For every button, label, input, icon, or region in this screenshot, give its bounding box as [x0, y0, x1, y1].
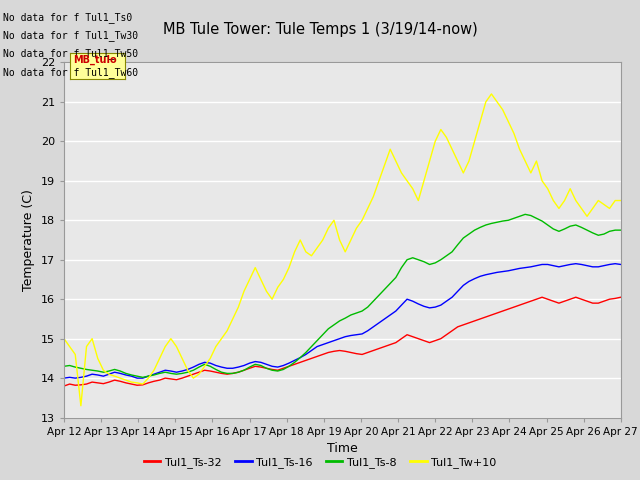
- Text: No data for f Tul1_Tw60: No data for f Tul1_Tw60: [3, 67, 138, 78]
- Text: MB_tulo: MB_tulo: [74, 55, 117, 65]
- Text: No data for f Tul1_Ts0: No data for f Tul1_Ts0: [3, 12, 132, 23]
- Y-axis label: Temperature (C): Temperature (C): [22, 189, 35, 291]
- Text: MB Tule Tower: Tule Temps 1 (3/19/14-now): MB Tule Tower: Tule Temps 1 (3/19/14-now…: [163, 22, 477, 36]
- Text: No data for f Tul1_Tw50: No data for f Tul1_Tw50: [3, 48, 138, 60]
- Text: No data for f Tul1_Tw30: No data for f Tul1_Tw30: [3, 30, 138, 41]
- Legend: Tul1_Ts-32, Tul1_Ts-16, Tul1_Ts-8, Tul1_Tw+10: Tul1_Ts-32, Tul1_Ts-16, Tul1_Ts-8, Tul1_…: [140, 452, 500, 472]
- X-axis label: Time: Time: [327, 442, 358, 455]
